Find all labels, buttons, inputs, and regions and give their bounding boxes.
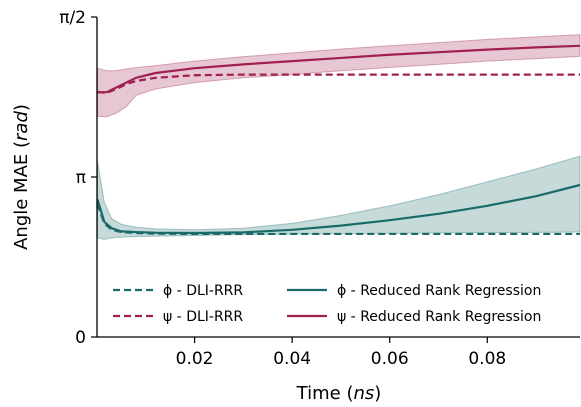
x-tick-label: 0.08 <box>468 349 506 369</box>
series-lines <box>96 44 581 236</box>
line-series-0 <box>96 203 580 236</box>
y-axis-label: Angle MAE (rad) <box>11 104 32 250</box>
x-ticks: 0.02 0.04 0.06 0.08 <box>176 337 506 369</box>
y-axis-label-text: Angle MAE <box>11 154 32 250</box>
legend: ϕ - DLI-RRR ψ - DLI-RRR ϕ - Reduced Rank R… <box>113 283 541 325</box>
band-series-3 <box>96 34 581 118</box>
line-series-3 <box>97 44 581 94</box>
x-axis-label: Time (ns) <box>296 383 382 404</box>
x-tick-label: 0.02 <box>176 349 214 369</box>
legend-label: ϕ - DLI-RRR <box>163 283 243 299</box>
y-tick-label: 0 <box>75 328 86 348</box>
line-series-2 <box>96 183 581 235</box>
confidence-bands <box>96 34 581 240</box>
line-series-1 <box>97 73 580 94</box>
y-tick-label: π <box>76 168 86 188</box>
legend-label: ψ - Reduced Rank Regression <box>337 309 541 325</box>
band-series-2 <box>96 155 581 240</box>
y-axis-label-unit: rad <box>11 111 32 141</box>
x-tick-label: 0.06 <box>371 349 409 369</box>
x-tick-label: 0.04 <box>273 349 311 369</box>
x-axis-label-unit: ns <box>353 383 374 404</box>
legend-label: ϕ - Reduced Rank Regression <box>337 283 541 299</box>
legend-label: ψ - DLI-RRR <box>163 309 243 325</box>
y-ticks: 0 π π/2 <box>59 8 97 348</box>
x-axis-label-text: Time <box>296 383 341 404</box>
y-tick-label: π/2 <box>59 8 86 28</box>
